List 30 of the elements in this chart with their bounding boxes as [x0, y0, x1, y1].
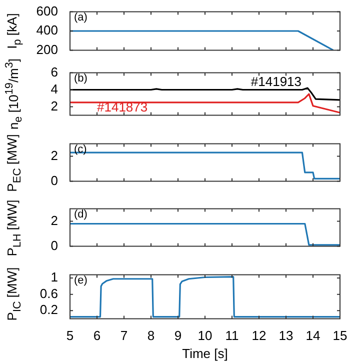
y-tick-label: 400 — [36, 22, 58, 38]
x-tick-label: 11 — [225, 328, 239, 344]
y-tick-label: 6 — [50, 64, 58, 80]
annotation: (d) — [74, 208, 88, 220]
x-tick-label: 12 — [252, 328, 266, 344]
x-axis-title: Time [s] — [182, 346, 228, 361]
y-tick-label: 2 — [50, 98, 58, 114]
annotation: (b) — [74, 72, 88, 84]
y-tick-label: 0 — [50, 172, 58, 188]
x-tick-label: 14 — [306, 328, 320, 344]
annotation: (a) — [74, 11, 88, 24]
y-tick-label: 200 — [36, 42, 58, 57]
x-tick-label: 5 — [66, 328, 74, 344]
x-tick-label: 6 — [93, 328, 101, 344]
x-tick-label: 15 — [332, 328, 348, 344]
x-tick-label: 9 — [174, 328, 182, 344]
x-tick-label: 10 — [198, 328, 212, 344]
x-tick-label: 13 — [278, 328, 294, 344]
y-tick-label: 600 — [36, 3, 58, 18]
y-tick-label: 2 — [50, 148, 58, 163]
y-tick-label: 1 — [50, 270, 58, 285]
y-tick-label: 2 — [50, 212, 58, 228]
y-tick-label: 0 — [50, 238, 58, 253]
series-label: #141913 — [250, 74, 302, 89]
annotation: (e) — [74, 274, 88, 286]
x-tick-label: 8 — [147, 328, 155, 344]
x-tick-label: 7 — [120, 328, 128, 344]
y-tick-label: 0.6 — [40, 286, 58, 301]
y-tick-label: 4 — [50, 81, 58, 96]
y-tick-label: 0.2 — [40, 302, 58, 318]
